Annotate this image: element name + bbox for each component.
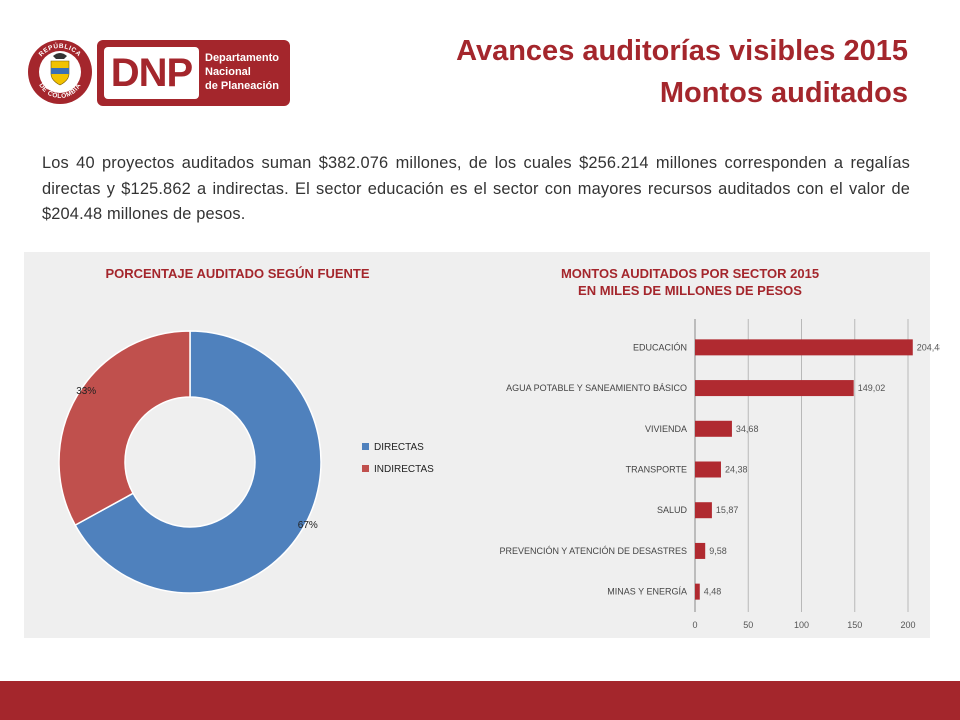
bar-data-label: 149,02 — [858, 383, 886, 393]
dnp-name-line-2: Nacional — [205, 66, 251, 78]
bar — [695, 502, 712, 519]
donut-slice-indirectas — [58, 330, 191, 527]
slide-title: Avances auditorías visibles 2015 Montos … — [456, 30, 908, 114]
bar-data-label: 204,48 — [917, 342, 940, 352]
slide-title-line-2: Montos auditados — [659, 77, 908, 109]
bar-chart-title-line-1: MONTOS AUDITADOS POR SECTOR 2015 — [560, 266, 820, 281]
donut-chart-title: PORCENTAJE AUDITADO SEGÚN FUENTE — [105, 266, 370, 281]
donut-data-label: 33% — [76, 386, 96, 397]
intro-paragraph: Los 40 proyectos auditados suman $382.07… — [42, 154, 910, 223]
dnp-logo-mark: DNP — [104, 47, 199, 99]
x-tick-label: 0 — [692, 620, 697, 630]
republica-de-colombia-seal: REPÚBLICA DE COLOMBIA — [28, 40, 92, 104]
legend-swatch-directas — [362, 443, 369, 450]
bar-chart-title-line-2: EN MILES DE MILLONES DE PESOS — [578, 283, 802, 298]
bar-chart-title: MONTOS AUDITADOS POR SECTOR 2015 EN MILE… — [480, 265, 900, 299]
x-tick-label: 100 — [794, 620, 809, 630]
category-label: AGUA POTABLE Y SANEAMIENTO BÁSICO — [506, 383, 687, 393]
dnp-name-line-1: Departamento — [205, 52, 279, 64]
bar-data-label: 15,87 — [716, 505, 739, 515]
bar-data-label: 24,38 — [725, 465, 748, 475]
category-label: PREVENCIÓN Y ATENCIÓN DE DESASTRES — [499, 546, 687, 556]
dnp-full-name: Departamento Nacional de Planeación — [205, 51, 287, 93]
bar-chart: 0 50 100 150 200 EDUCACIÓN 204,48 AGUA POTABLE … — [499, 319, 940, 630]
bar — [695, 583, 700, 600]
x-tick-label: 200 — [900, 620, 915, 630]
bar — [695, 380, 854, 397]
donut-slice-directas — [74, 330, 322, 594]
x-tick-label: 50 — [743, 620, 753, 630]
bar-data-label: 4,48 — [704, 587, 722, 597]
bar-data-label: 34,68 — [736, 424, 759, 434]
category-label: SALUD — [657, 505, 688, 515]
legend-label-indirectas: INDIRECTAS — [374, 464, 434, 475]
donut-data-label: 67% — [298, 520, 318, 531]
legend-label-directas: DIRECTAS — [374, 442, 424, 453]
dnp-abbreviation: DNP — [110, 51, 193, 95]
bar — [695, 420, 732, 437]
category-label: VIVIENDA — [645, 424, 687, 434]
bar — [695, 542, 706, 559]
category-label: EDUCACIÓN — [633, 342, 687, 352]
footer-band — [0, 681, 960, 720]
legend-swatch-indirectas — [362, 465, 369, 472]
category-label: MINAS Y ENERGÍA — [607, 587, 687, 597]
dnp-name-line-3: de Planeación — [205, 80, 279, 92]
dnp-logo: DNP Departamento Nacional de Planeación — [97, 40, 290, 106]
bar — [695, 339, 913, 356]
bar — [695, 461, 721, 478]
bar-data-label: 9,58 — [709, 546, 727, 556]
x-tick-label: 150 — [847, 620, 862, 630]
donut-chart: 67% 33% DIRECTAS INDIRECTAS — [58, 330, 434, 594]
category-label: TRANSPORTE — [626, 465, 687, 475]
slide-title-line-1: Avances auditorías visibles 2015 — [456, 35, 908, 67]
